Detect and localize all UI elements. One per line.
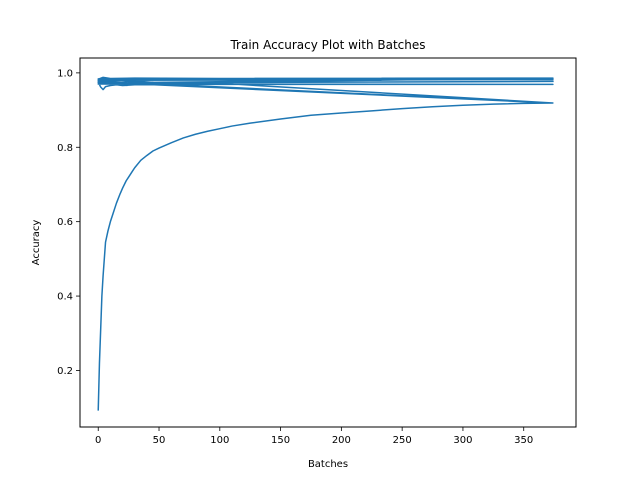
accuracy-series-line (97, 76, 554, 411)
x-axis-label: Batches (308, 459, 348, 470)
x-tick-label: 250 (393, 435, 412, 446)
chart-title: Train Accuracy Plot with Batches (229, 38, 425, 52)
x-axis-ticks: 0 50 100 150 200 250 300 350 (95, 427, 533, 446)
y-tick-label: 0.6 (57, 217, 73, 228)
x-tick-label: 0 (95, 435, 101, 446)
x-tick-label: 50 (153, 435, 166, 446)
x-tick-label: 200 (332, 435, 351, 446)
x-tick-label: 150 (271, 435, 290, 446)
y-tick-label: 0.4 (57, 292, 73, 303)
y-axis-ticks: 0.2 0.4 0.6 0.8 1.0 (57, 68, 80, 377)
plot-area (97, 76, 554, 411)
x-tick-label: 300 (453, 435, 472, 446)
axes-frame (79, 57, 577, 428)
y-tick-label: 0.2 (57, 366, 73, 377)
y-tick-label: 1.0 (57, 68, 73, 79)
x-tick-label: 350 (514, 435, 533, 446)
x-tick-label: 100 (210, 435, 229, 446)
y-tick-label: 0.8 (57, 143, 73, 154)
y-axis-label: Accuracy (31, 220, 42, 266)
